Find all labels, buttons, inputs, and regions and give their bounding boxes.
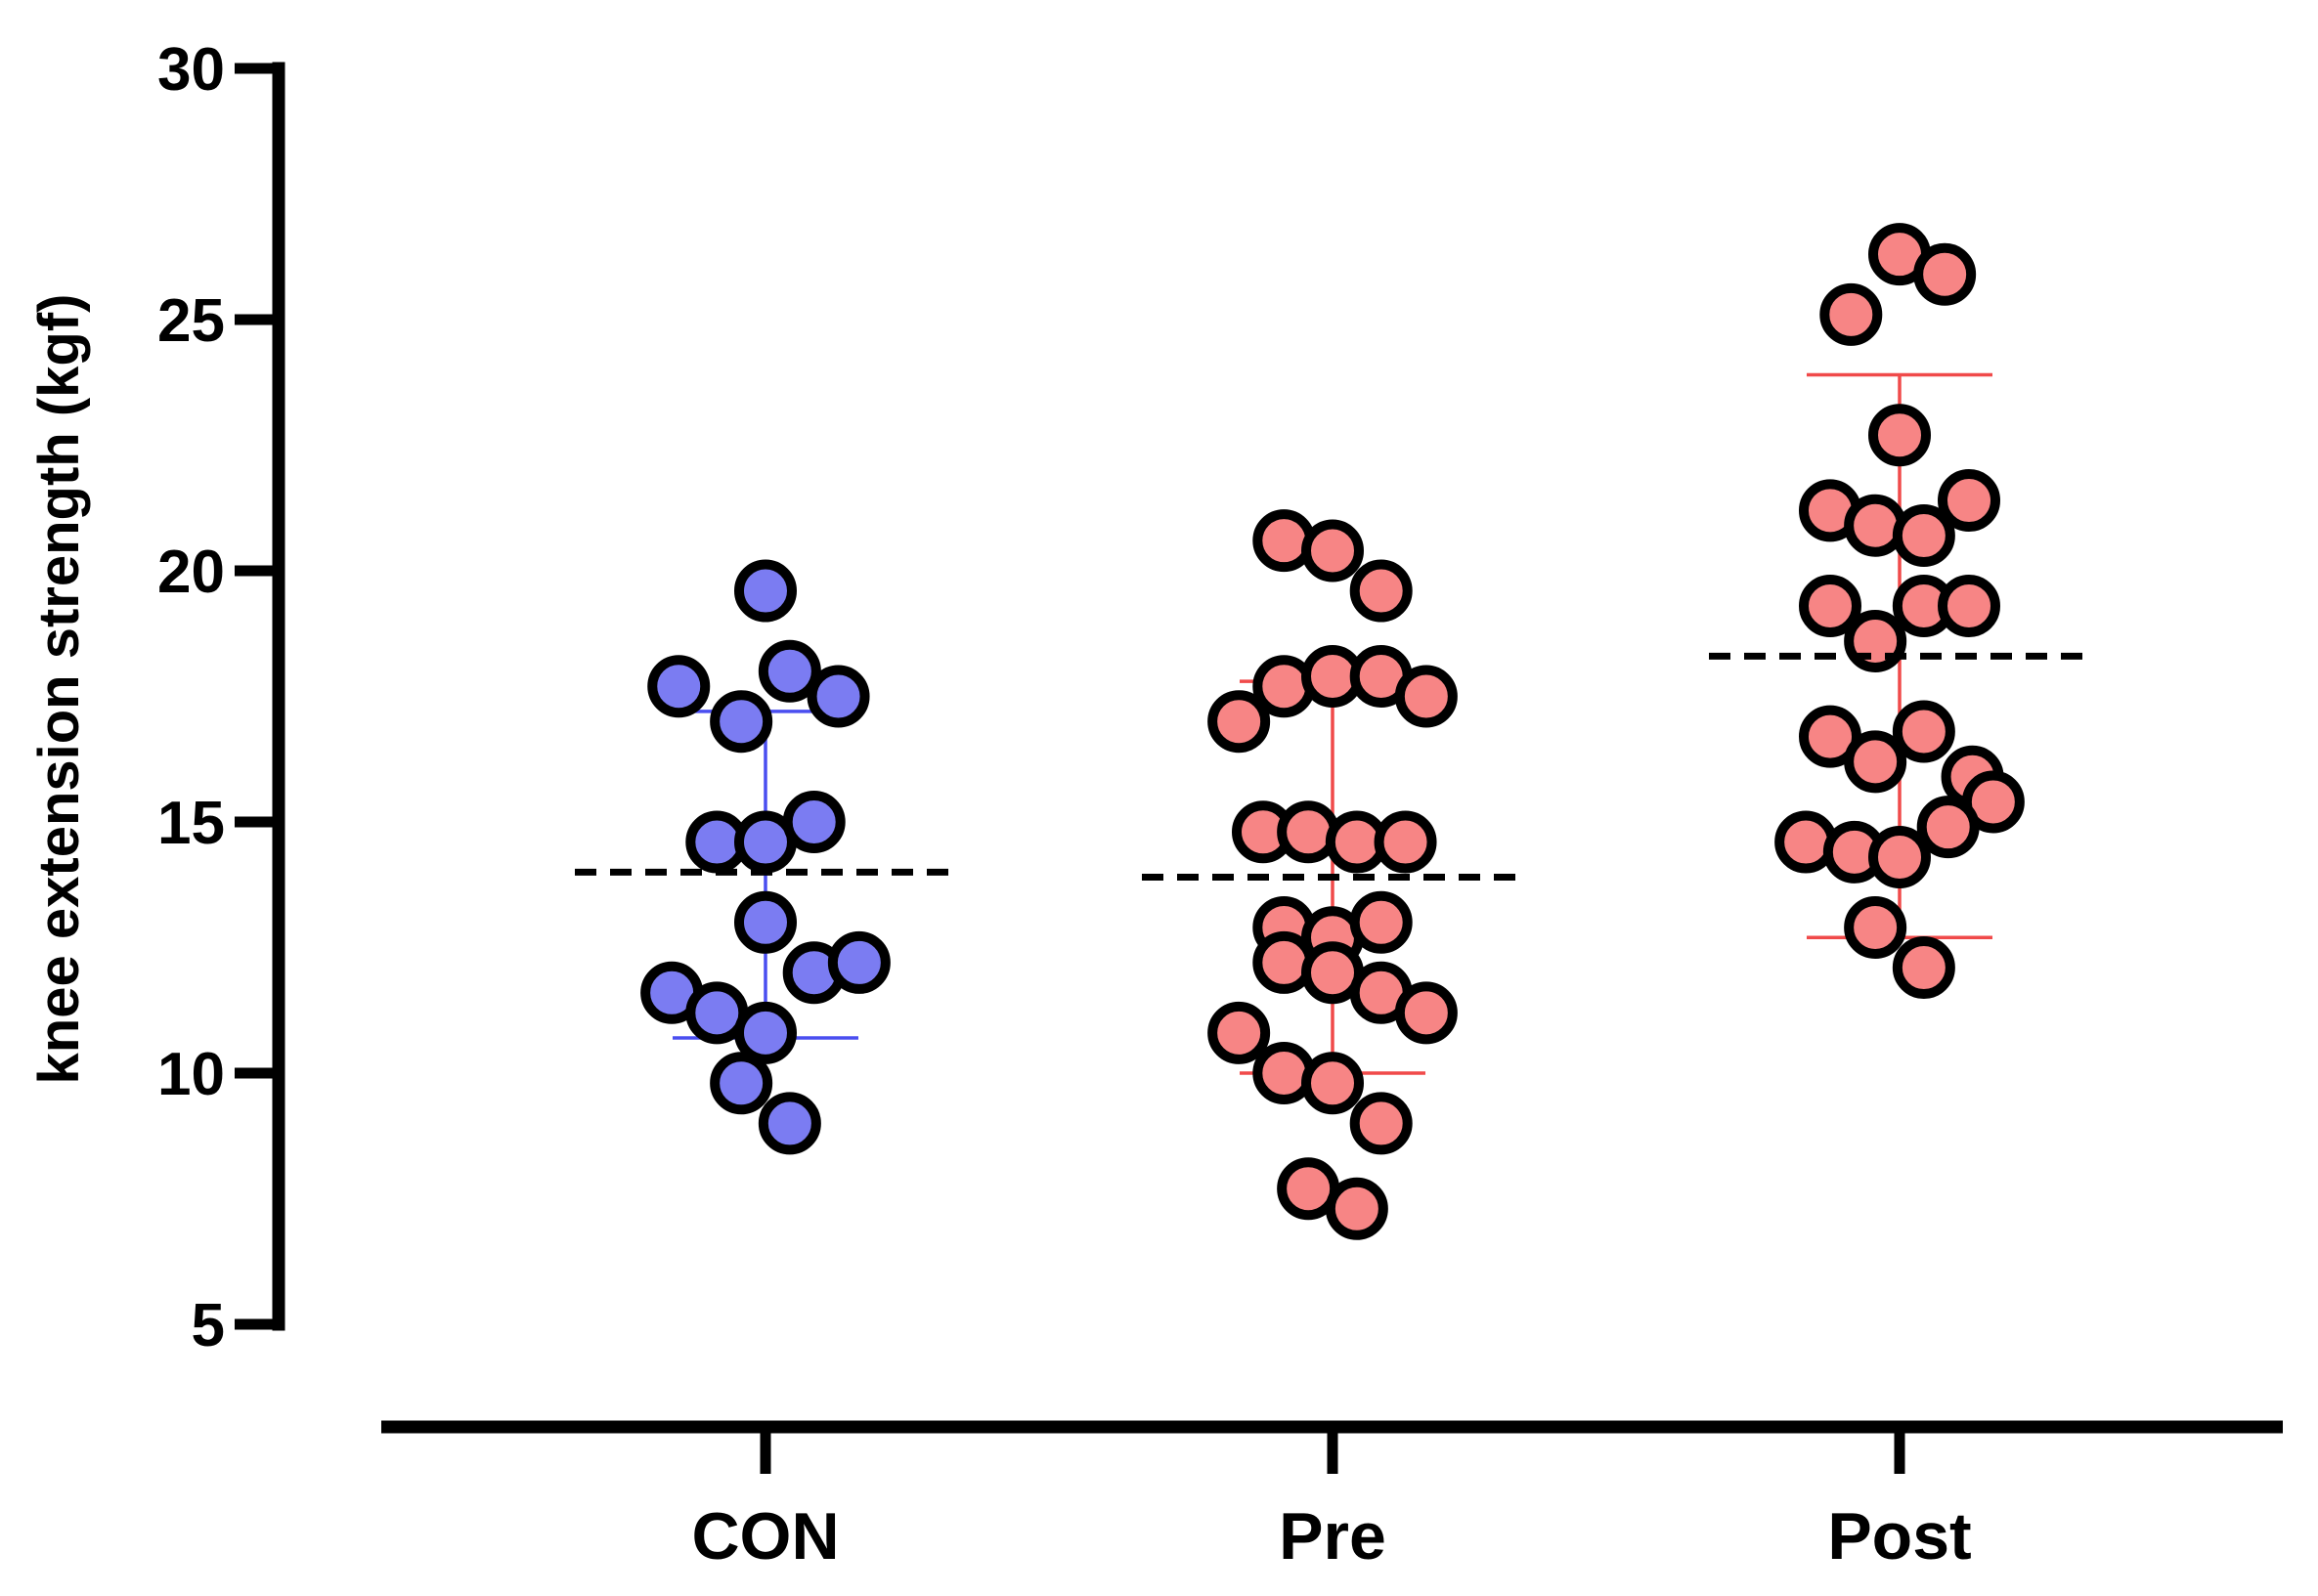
data-point: [1892, 700, 1955, 763]
data-point: [1301, 1052, 1364, 1115]
y-axis-title: knee extension strength (kgf): [27, 294, 91, 1085]
data-point: [734, 559, 797, 623]
data-point: [1868, 404, 1931, 467]
y-tick-label: 5: [192, 1292, 225, 1359]
data-point: [1892, 504, 1955, 568]
data-point: [1207, 690, 1271, 754]
data-point: [807, 665, 870, 728]
y-tick-label: 20: [157, 539, 225, 606]
data-points: [640, 223, 2025, 1240]
y-tick-label: 25: [157, 287, 225, 355]
data-point: [1844, 895, 1907, 959]
y-tick-label: 30: [157, 36, 225, 104]
data-point: [1938, 574, 2000, 637]
data-point: [1349, 890, 1413, 954]
x-axis: CON Pre Post: [381, 1420, 2283, 1574]
x-tick-label: Post: [1827, 1499, 1971, 1574]
data-point: [1394, 981, 1458, 1045]
data-point: [1868, 825, 1931, 888]
data-point: [1799, 705, 1861, 768]
data-point: [1349, 1092, 1413, 1155]
data-point: [1961, 770, 2025, 834]
data-point: [1374, 810, 1437, 874]
data-point: [1844, 730, 1907, 794]
data-point: [1349, 559, 1413, 623]
data-point: [710, 1052, 773, 1115]
data-point: [1394, 665, 1458, 728]
data-point: [758, 639, 821, 703]
data-point: [734, 890, 797, 954]
y-tick-label: 10: [157, 1041, 225, 1108]
data-point: [1301, 519, 1364, 582]
data-point: [1325, 1177, 1388, 1240]
data-point: [1913, 242, 1977, 306]
data-point: [1916, 796, 1980, 859]
data-point: [1799, 574, 1861, 637]
y-axis: 5 10 15 20 25 30: [157, 36, 285, 1359]
data-point: [782, 791, 846, 853]
data-point: [647, 655, 711, 718]
data-point: [1819, 282, 1883, 346]
data-point: [1938, 469, 2000, 533]
data-point: [1892, 936, 1955, 1000]
data-point: [758, 1092, 821, 1155]
data-point: [734, 1001, 797, 1064]
x-tick-label: Pre: [1279, 1499, 1386, 1574]
data-point: [827, 930, 891, 994]
y-tick-label: 15: [157, 790, 225, 857]
x-tick-label: CON: [691, 1499, 839, 1574]
data-point: [1207, 1001, 1271, 1064]
data-point: [710, 690, 773, 754]
mean-lines: [575, 652, 2090, 882]
